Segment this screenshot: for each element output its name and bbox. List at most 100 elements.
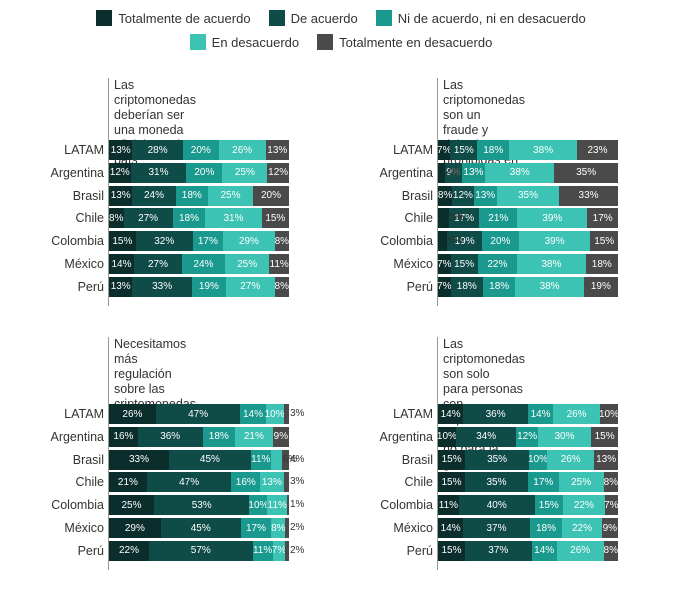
bar-segment: 45% bbox=[169, 449, 251, 470]
legend-swatch bbox=[189, 34, 206, 50]
data-label: 18% bbox=[208, 431, 229, 443]
category-label: Chile bbox=[75, 475, 105, 490]
bar-row: 14% 27% 24% 25% 11% bbox=[109, 254, 289, 274]
data-label: 7% bbox=[437, 281, 452, 293]
bar-segment: 31% bbox=[205, 208, 262, 229]
legend-label: En desacuerdo bbox=[211, 34, 300, 50]
data-label: 18% bbox=[591, 258, 612, 270]
bar-row: 13% 28% 20% 26% 13% bbox=[109, 140, 289, 160]
data-label: 26% bbox=[122, 408, 143, 420]
data-label: 19% bbox=[454, 235, 475, 247]
data-label: 13% bbox=[463, 167, 484, 179]
data-label: 21% bbox=[117, 476, 138, 488]
bar-segment: 35% bbox=[496, 185, 560, 206]
category-label: Brasil bbox=[72, 452, 104, 467]
bar-segment: 26% bbox=[109, 404, 156, 424]
bar-segment bbox=[287, 495, 289, 516]
data-label: 39% bbox=[544, 235, 565, 247]
bar-segment: 47% bbox=[155, 404, 241, 424]
data-label: 9% bbox=[446, 167, 461, 179]
category-label: LATAM bbox=[393, 407, 433, 421]
bar-segment: 21% bbox=[479, 208, 518, 229]
data-label: 26% bbox=[570, 545, 591, 557]
data-label: 14% bbox=[530, 408, 551, 420]
data-label: 12% bbox=[268, 167, 289, 179]
data-label: 23% bbox=[587, 144, 608, 156]
bar-segment: 53% bbox=[154, 495, 250, 516]
bar-segment: 8% bbox=[604, 472, 618, 493]
data-label: 12% bbox=[517, 431, 538, 443]
bar-segment: 13% bbox=[109, 185, 133, 206]
category-label: Colombia bbox=[380, 498, 433, 513]
bar-segment: 25% bbox=[558, 472, 604, 493]
bar-segment: 26% bbox=[218, 140, 266, 160]
bar-segment bbox=[438, 231, 448, 252]
bar-segment: 9% bbox=[272, 426, 289, 447]
data-label: 15% bbox=[594, 431, 615, 443]
bar-segment: 15% bbox=[261, 208, 289, 229]
data-label: 15% bbox=[441, 454, 462, 466]
bar-segment: 8% bbox=[109, 208, 124, 229]
bar-row: 15% 35% 10% 26% 13% bbox=[438, 449, 618, 470]
data-label: 11% bbox=[438, 499, 459, 511]
data-label: 18% bbox=[456, 281, 477, 293]
bar-segment: 29% bbox=[223, 231, 275, 252]
bar-segment: 14% bbox=[438, 404, 464, 424]
category-label: Colombia bbox=[51, 498, 104, 513]
bar-segment: 14% bbox=[109, 254, 134, 274]
data-label: 10% bbox=[436, 431, 457, 443]
data-label: 38% bbox=[541, 258, 562, 270]
bar-segment: 15% bbox=[109, 231, 136, 252]
data-label: 33% bbox=[128, 454, 149, 466]
bar-segment: 7% bbox=[437, 276, 452, 297]
bar-segment: 12% bbox=[452, 185, 474, 206]
bar-segment: 18% bbox=[202, 426, 235, 447]
data-label: 16% bbox=[113, 431, 134, 443]
category-label: Argentina bbox=[379, 429, 433, 444]
bar-row: 12% 31% 20% 25% 12% bbox=[109, 162, 289, 183]
data-label: 18% bbox=[489, 281, 510, 293]
bar-row: 29% 45% 17% 8% bbox=[109, 518, 289, 538]
data-label: 15% bbox=[538, 499, 559, 511]
bar-segment: 13% bbox=[265, 140, 289, 160]
data-label: 33% bbox=[152, 281, 173, 293]
bar-row: 33% 45% 11% bbox=[109, 449, 289, 470]
bar-segment: 18% bbox=[172, 208, 206, 229]
bar-segment: 25% bbox=[224, 254, 270, 274]
data-label: 12% bbox=[452, 190, 473, 202]
category-label: LATAM bbox=[64, 143, 104, 157]
bar-segment: 19% bbox=[447, 231, 483, 252]
bar-segment bbox=[283, 404, 289, 424]
data-label: 18% bbox=[535, 522, 556, 534]
data-label: 37% bbox=[486, 522, 507, 534]
bar-segment: 8% bbox=[438, 185, 452, 206]
bar-segment: 13% bbox=[461, 162, 486, 183]
data-label: 26% bbox=[232, 144, 253, 156]
bar-segment: 27% bbox=[123, 208, 173, 229]
data-label: 8% bbox=[271, 522, 286, 534]
bar-segment: 39% bbox=[517, 208, 588, 229]
data-label: 11% bbox=[267, 499, 287, 511]
bar-segment: 28% bbox=[132, 140, 183, 160]
bar-segment: 33% bbox=[109, 449, 169, 470]
bar-segment: 20% bbox=[186, 162, 223, 183]
data-label: 4% bbox=[446, 166, 461, 178]
data-label: 38% bbox=[533, 144, 554, 156]
bar-segment: 8% bbox=[275, 276, 289, 297]
bar-segment: 38% bbox=[515, 276, 584, 297]
data-label: 14% bbox=[440, 522, 461, 534]
bar-segment: 16% bbox=[109, 426, 138, 447]
data-label: 8% bbox=[274, 235, 290, 247]
bar-row: 25% 53% 10% 11% bbox=[109, 495, 289, 516]
bar-segment: 38% bbox=[517, 254, 586, 274]
data-label: 21% bbox=[488, 212, 509, 224]
data-label: 9% bbox=[602, 522, 618, 534]
bar-row: 26% 47% 14% 10% bbox=[109, 404, 289, 424]
data-label: 15% bbox=[594, 235, 615, 247]
data-label: 31% bbox=[223, 212, 244, 224]
bar-segment: 21% bbox=[234, 426, 273, 447]
bar-segment: 39% bbox=[518, 231, 591, 252]
data-label: 27% bbox=[240, 281, 261, 293]
data-label: 10% bbox=[598, 408, 619, 420]
bar-segment: 35% bbox=[554, 162, 618, 183]
